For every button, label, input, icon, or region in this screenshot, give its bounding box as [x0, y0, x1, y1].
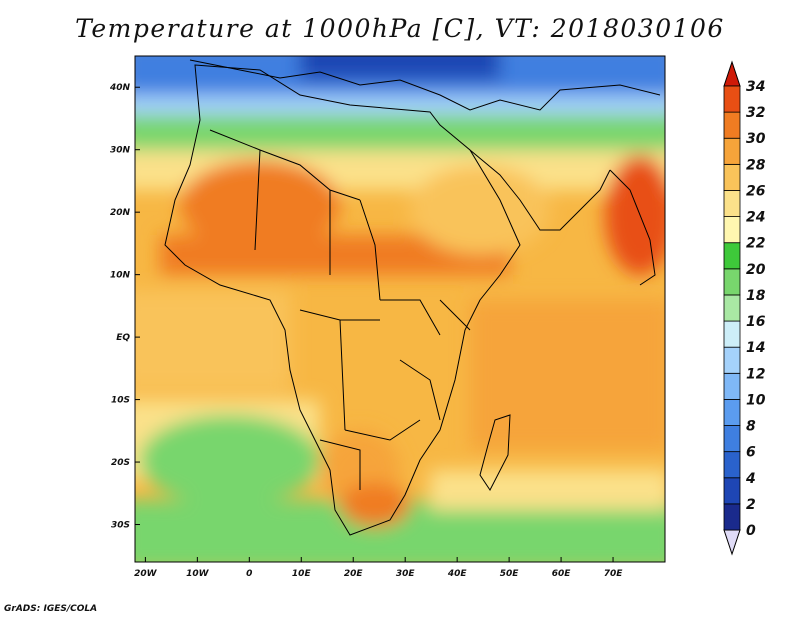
credit-text: GrADS: IGES/COLA — [4, 604, 98, 614]
lon-tick-label: 60E — [552, 569, 572, 579]
lat-tick-label: 30S — [111, 521, 130, 531]
colorbar-label: 22 — [746, 236, 765, 252]
colorbar-segment — [723, 425, 741, 453]
lon-tick-label: 10E — [292, 569, 312, 579]
colorbar-segment — [723, 346, 741, 374]
colorbar-segment — [723, 242, 741, 270]
colorbar-segment — [723, 372, 741, 400]
colorbar-label: 34 — [746, 79, 765, 95]
coastlines — [164, 59, 661, 536]
lon-tick-label: 70E — [604, 569, 624, 579]
colorbar-label: 14 — [746, 340, 765, 356]
colorbar-label: 4 — [745, 471, 756, 487]
country-borders — [209, 129, 471, 490]
africa-coastline — [164, 64, 521, 536]
lat-tick-label: EQ — [116, 333, 130, 343]
lon-tick-label: 20W — [134, 569, 158, 579]
colorbar-segment — [723, 451, 741, 479]
colorbar-label: 10 — [746, 392, 766, 408]
colorbar-label: 26 — [746, 183, 766, 199]
colorbar-label: 32 — [746, 105, 765, 121]
colorbar-label: 18 — [746, 288, 766, 304]
temperature-field — [135, 56, 665, 562]
lat-tick-label: 10N — [110, 271, 131, 281]
arabia-coastline — [469, 149, 611, 231]
colorbar-label: 8 — [746, 419, 756, 435]
colorbar-label: 28 — [746, 157, 766, 173]
lon-tick-label: 30E — [396, 569, 416, 579]
map-frame — [134, 55, 666, 563]
colorbar-label: 12 — [746, 366, 765, 382]
colorbar-segment — [723, 163, 741, 191]
colorbar-label: 20 — [746, 262, 766, 278]
lon-tick-label: 0 — [246, 569, 252, 579]
lat-tick-label: 30N — [110, 146, 131, 156]
lon-tick-label: 20E — [344, 569, 364, 579]
colorbar-segment — [723, 477, 741, 505]
colorbar-label: 2 — [746, 497, 756, 513]
colorbar-segment — [723, 190, 741, 217]
longitude-axis: 20W 10W 0 10E 20E 30E 40E 50E 60E 70E — [134, 557, 623, 579]
lon-tick-label: 50E — [500, 569, 520, 579]
lat-tick-label: 20S — [111, 458, 130, 468]
colorbar-label: 30 — [746, 131, 766, 147]
india-coastline — [609, 169, 656, 286]
colorbar-segment — [723, 216, 741, 244]
colorbar-segment — [723, 137, 741, 165]
colorbar-over-arrow — [723, 60, 741, 87]
colorbar-segment — [723, 111, 741, 139]
lat-tick-label: 40N — [109, 83, 131, 93]
colorbar-segment — [723, 268, 741, 296]
colorbar-segment — [723, 294, 741, 322]
lon-tick-label: 40E — [447, 569, 468, 579]
map-title: Temperature at 1000hPa [C], VT: 20180301… — [75, 14, 725, 43]
colorbar-label: 16 — [746, 314, 766, 330]
lon-tick-label: 10W — [186, 569, 210, 579]
colorbar-under-arrow — [723, 529, 741, 556]
europe-coastline — [189, 59, 661, 111]
colorbar-label: 0 — [746, 523, 756, 539]
colorbar-segment — [723, 320, 741, 348]
colorbar-segment — [723, 503, 741, 531]
lat-tick-label: 10S — [111, 396, 130, 406]
colorbar-label: 6 — [746, 445, 756, 461]
lat-tick-label: 20N — [110, 208, 131, 218]
colorbar-segment — [723, 399, 741, 426]
madagascar-coastline — [479, 414, 511, 491]
colorbar-segment — [723, 85, 741, 113]
latitude-axis: 40N 30N 20N 10N EQ 10S 20S 30S — [109, 83, 140, 531]
colorbar-label: 24 — [746, 210, 765, 226]
